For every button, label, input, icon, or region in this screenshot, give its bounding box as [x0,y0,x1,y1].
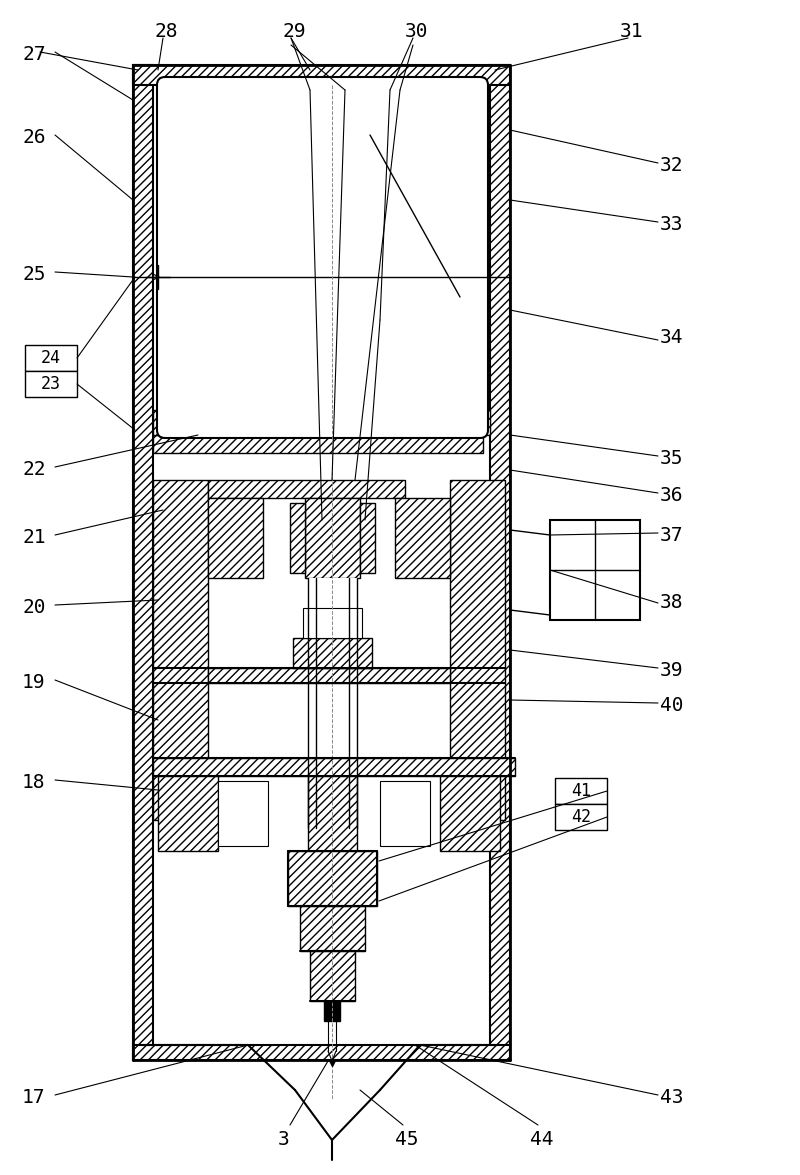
Bar [288,851,377,906]
Bar [360,503,375,573]
Text: 29: 29 [283,22,306,41]
Bar [310,262,338,290]
Text: 21: 21 [22,528,46,548]
Bar [25,371,77,397]
Text: 40: 40 [660,696,683,716]
Bar [158,776,218,851]
Bar [133,65,510,85]
Bar [305,498,360,578]
Bar [450,481,505,820]
Bar [290,503,305,573]
Text: 27: 27 [22,45,46,63]
Bar [153,758,515,776]
Text: 36: 36 [660,486,683,505]
Bar [300,906,365,951]
Bar [445,410,490,435]
Bar [133,1045,510,1060]
Bar [550,521,640,620]
Bar [455,412,480,435]
Bar [308,578,357,918]
Text: 39: 39 [660,662,683,680]
Text: 17: 17 [22,1088,46,1107]
Bar [555,804,607,830]
Bar [324,1001,340,1021]
Bar [153,481,208,820]
Bar [153,435,483,454]
Text: 41: 41 [571,783,591,800]
Bar [190,105,455,380]
Text: 43: 43 [660,1088,683,1107]
Text: 34: 34 [660,328,683,347]
Bar [440,776,500,851]
Text: 35: 35 [660,449,683,468]
Bar [555,778,607,804]
Text: 20: 20 [22,598,46,617]
Text: 37: 37 [660,526,683,545]
Text: 28: 28 [155,22,178,41]
Bar [380,781,430,846]
Bar [208,498,263,578]
Bar [133,65,153,1060]
Text: 44: 44 [530,1130,554,1149]
Text: 42: 42 [571,808,591,826]
Bar [310,951,355,1001]
Text: 24: 24 [41,349,61,367]
Text: 25: 25 [22,266,46,284]
Text: 30: 30 [405,22,429,41]
Bar [163,412,188,435]
Text: 45: 45 [395,1130,418,1149]
Bar [395,498,450,578]
Text: 22: 22 [22,459,46,479]
Text: 19: 19 [22,673,46,692]
Text: 31: 31 [620,22,643,41]
Bar [490,65,510,1060]
Bar [208,669,450,683]
Text: 32: 32 [660,156,683,175]
Text: 23: 23 [41,375,61,392]
Text: 3: 3 [278,1130,290,1149]
Text: 38: 38 [660,593,683,612]
Bar [25,345,77,371]
Bar [303,607,362,638]
Bar [153,410,198,435]
Bar [308,776,357,851]
Bar [293,638,372,669]
Text: 33: 33 [660,215,683,234]
Text: 26: 26 [22,128,46,147]
Bar [208,481,405,498]
Bar [218,781,268,846]
FancyBboxPatch shape [157,78,488,438]
Text: 18: 18 [22,773,46,792]
